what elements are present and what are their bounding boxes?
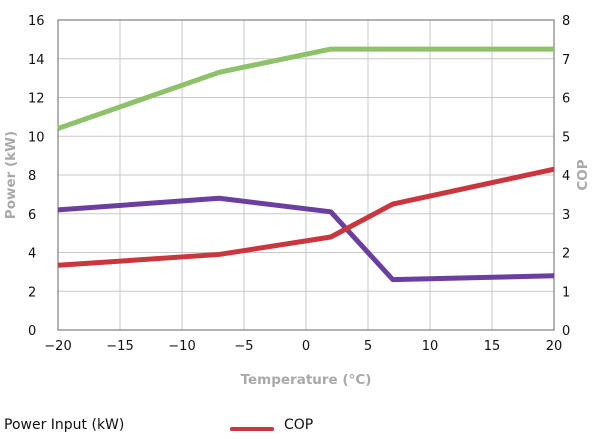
x-tick-label: 10	[422, 339, 439, 354]
y2-tick-label: 0	[562, 324, 570, 339]
y-tick-label: 6	[28, 208, 36, 223]
y-tick-label: 14	[28, 53, 45, 68]
chart-legend: Power Input (kW) COP	[4, 415, 594, 437]
x-tick-label: 0	[302, 339, 310, 354]
y2-tick-label: 1	[562, 285, 570, 300]
y-tick-label: 12	[28, 92, 45, 107]
y2-tick-label: 6	[562, 92, 570, 107]
y-tick-label: 10	[28, 130, 45, 145]
legend-label-power-input: Power Input (kW)	[4, 417, 125, 433]
x-tick-label: 15	[484, 339, 501, 354]
y2-axis-title: COP	[575, 159, 591, 190]
series-layer	[57, 46, 555, 283]
y2-axis-ticks: 0 1 2 3 4 5 6 7 8	[562, 14, 570, 339]
y2-tick-label: 8	[562, 14, 570, 29]
series-line-green	[57, 46, 554, 131]
plot-frame	[57, 19, 555, 331]
grid-layer	[58, 20, 554, 330]
y2-tick-label: 5	[562, 130, 570, 145]
x-tick-label: −15	[106, 339, 133, 354]
legend-label-cop: COP	[284, 417, 314, 433]
y2-tick-label: 7	[562, 53, 570, 68]
y-tick-label: 16	[28, 14, 45, 29]
x-tick-label: 5	[364, 339, 372, 354]
y-tick-label: 8	[28, 169, 36, 184]
y-tick-label: 4	[28, 247, 36, 262]
x-tick-label: 20	[546, 339, 563, 354]
y2-tick-label: 2	[562, 247, 570, 262]
y-axis-title: Power (kW)	[3, 131, 19, 219]
x-tick-label: −20	[44, 339, 71, 354]
y-tick-label: 2	[28, 285, 36, 300]
legend-swatch-cop	[230, 427, 274, 431]
series-line-red	[57, 166, 555, 268]
x-axis-ticks: −20 −15 −10 −5 0 5 10 15 20	[44, 339, 562, 354]
x-tick-label: −5	[234, 339, 253, 354]
y2-tick-label: 3	[562, 208, 570, 223]
y-tick-label: 0	[28, 324, 36, 339]
x-axis-title: Temperature (°C)	[241, 372, 372, 388]
x-tick-label: −10	[168, 339, 195, 354]
y-axis-ticks: 0 2 4 6 8 10 12 14 16	[28, 14, 45, 339]
y2-tick-label: 4	[562, 169, 570, 184]
series-line-purple	[57, 195, 555, 283]
